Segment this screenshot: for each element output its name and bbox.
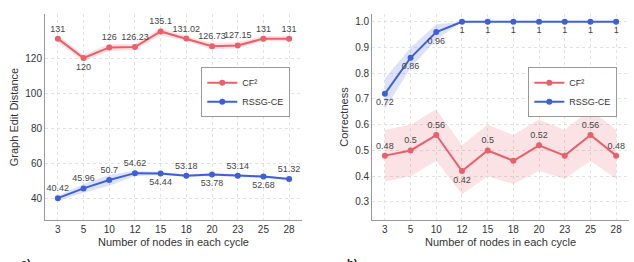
svg-text:10: 10: [104, 224, 116, 235]
svg-text:28: 28: [284, 224, 296, 235]
svg-text:0.5: 0.5: [404, 135, 417, 145]
svg-text:0.48: 0.48: [607, 141, 625, 151]
svg-text:53.18: 53.18: [175, 161, 198, 171]
svg-text:53.78: 53.78: [201, 178, 224, 188]
svg-text:18: 18: [508, 224, 520, 235]
svg-text:51.32: 51.32: [278, 164, 301, 174]
svg-text:131: 131: [50, 24, 65, 34]
svg-text:131: 131: [256, 24, 271, 34]
svg-text:0.5: 0.5: [481, 135, 494, 145]
svg-text:3: 3: [382, 224, 388, 235]
svg-text:1: 1: [588, 25, 593, 35]
svg-text:CF²: CF²: [569, 78, 584, 88]
svg-text:131.02: 131.02: [173, 24, 201, 34]
svg-text:53.14: 53.14: [226, 161, 249, 171]
svg-text:45.96: 45.96: [72, 173, 95, 183]
svg-text:0.8: 0.8: [355, 68, 369, 79]
svg-text:5: 5: [408, 224, 414, 235]
svg-text:0.4: 0.4: [355, 171, 369, 182]
svg-text:54.62: 54.62: [124, 158, 147, 168]
svg-text:0.42: 0.42: [453, 175, 471, 185]
svg-text:1.0: 1.0: [355, 16, 369, 27]
svg-text:0.72: 0.72: [376, 97, 394, 107]
svg-text:CF²: CF²: [242, 78, 257, 88]
svg-text:1: 1: [511, 25, 516, 35]
svg-text:23: 23: [559, 224, 571, 235]
svg-text:1: 1: [562, 25, 567, 35]
svg-text:1: 1: [459, 25, 464, 35]
svg-text:60: 60: [31, 158, 43, 169]
svg-text:20: 20: [206, 224, 218, 235]
svg-text:RSSG-CE: RSSG-CE: [242, 97, 283, 107]
svg-text:15: 15: [482, 224, 494, 235]
svg-text:0.56: 0.56: [582, 120, 600, 130]
svg-text:0.86: 0.86: [402, 61, 420, 71]
svg-text:5: 5: [81, 224, 87, 235]
svg-text:b): b): [347, 257, 358, 262]
svg-text:52.68: 52.68: [252, 180, 275, 190]
svg-text:Graph Edit Distance: Graph Edit Distance: [8, 68, 20, 166]
svg-text:12: 12: [456, 224, 468, 235]
svg-text:Number of nodes in each cycle: Number of nodes in each cycle: [425, 236, 576, 248]
svg-text:25: 25: [585, 224, 597, 235]
svg-text:20: 20: [533, 224, 545, 235]
svg-text:54.44: 54.44: [149, 177, 172, 187]
svg-text:40: 40: [31, 193, 43, 204]
svg-text:120: 120: [76, 62, 91, 72]
svg-text:0.48: 0.48: [376, 141, 394, 151]
svg-text:0.56: 0.56: [428, 120, 446, 130]
svg-text:28: 28: [611, 224, 623, 235]
svg-text:RSSG-CE: RSSG-CE: [569, 97, 610, 107]
svg-text:0.96: 0.96: [428, 36, 446, 46]
svg-text:80: 80: [31, 123, 43, 134]
svg-text:10: 10: [431, 224, 443, 235]
svg-text:131: 131: [282, 24, 297, 34]
svg-text:127.15: 127.15: [224, 30, 252, 40]
svg-text:15: 15: [155, 224, 167, 235]
svg-text:0.9: 0.9: [355, 42, 369, 53]
svg-text:23: 23: [232, 224, 244, 235]
svg-text:1: 1: [614, 25, 619, 35]
svg-text:50.7: 50.7: [100, 165, 118, 175]
svg-text:40.42: 40.42: [47, 183, 70, 193]
svg-text:126.23: 126.23: [121, 32, 149, 42]
svg-text:100: 100: [25, 88, 42, 99]
svg-text:135.1: 135.1: [149, 16, 172, 26]
svg-text:Correctness: Correctness: [338, 87, 350, 147]
svg-text:Number of nodes in each cycle: Number of nodes in each cycle: [98, 236, 249, 248]
svg-text:0.52: 0.52: [530, 130, 548, 140]
svg-text:1: 1: [537, 25, 542, 35]
svg-text:0.5: 0.5: [355, 145, 369, 156]
svg-text:12: 12: [129, 224, 141, 235]
svg-text:1: 1: [485, 25, 490, 35]
svg-text:25: 25: [258, 224, 270, 235]
svg-text:126: 126: [102, 32, 117, 42]
svg-text:3: 3: [55, 224, 61, 235]
svg-text:0.6: 0.6: [355, 119, 369, 130]
svg-text:120: 120: [25, 53, 42, 64]
svg-text:0.3: 0.3: [355, 196, 369, 207]
svg-text:a): a): [21, 257, 31, 262]
svg-text:18: 18: [181, 224, 193, 235]
svg-text:126.73: 126.73: [198, 31, 226, 41]
svg-text:0.7: 0.7: [355, 93, 369, 104]
